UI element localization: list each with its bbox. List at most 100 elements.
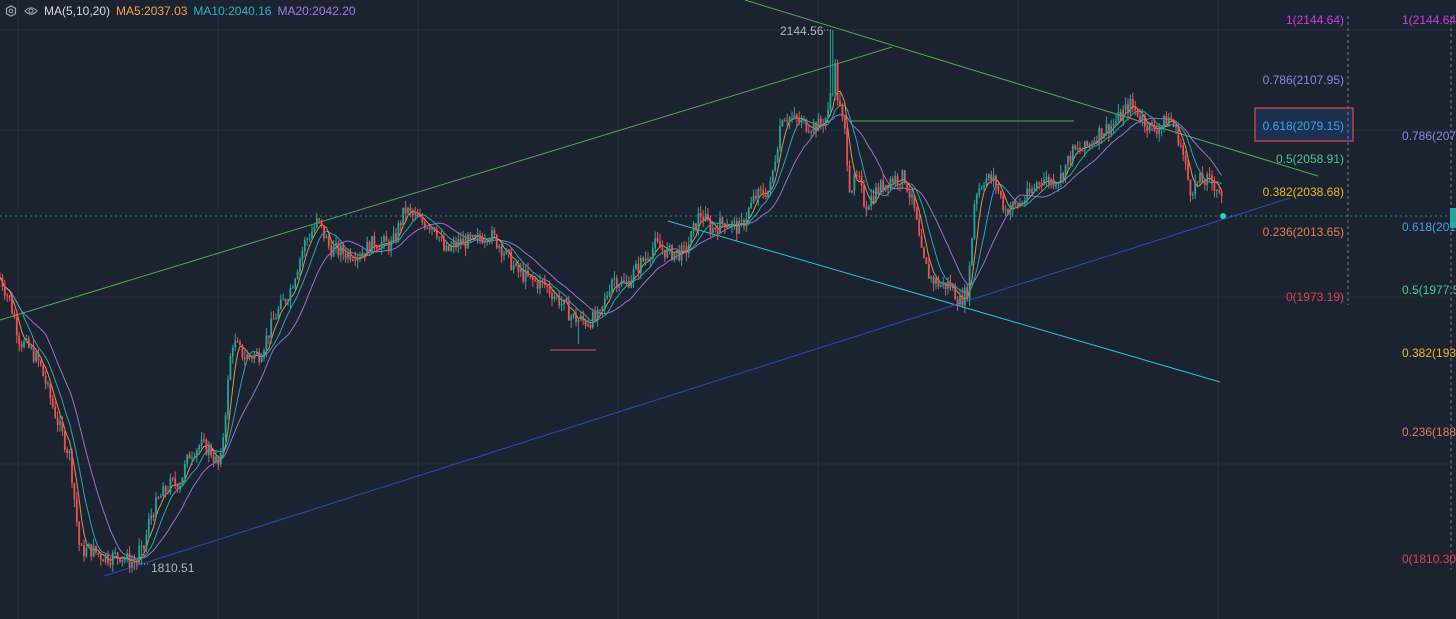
candle bbox=[1199, 171, 1201, 186]
candle bbox=[675, 249, 678, 261]
candle bbox=[416, 208, 419, 217]
candle bbox=[272, 311, 275, 320]
candle bbox=[548, 280, 551, 298]
candle bbox=[361, 246, 364, 259]
candle bbox=[491, 225, 493, 245]
candle bbox=[507, 248, 510, 259]
fib-right-label-3: 0.5(1977.54) bbox=[1402, 283, 1456, 297]
candle bbox=[383, 233, 385, 250]
candle bbox=[102, 558, 105, 562]
candle bbox=[817, 112, 820, 132]
fib-left-label-3: 0.5(2058.91) bbox=[1276, 152, 1344, 166]
candle bbox=[522, 263, 525, 284]
candle bbox=[493, 227, 496, 238]
candle bbox=[450, 241, 453, 253]
candle bbox=[637, 256, 640, 280]
candle bbox=[25, 334, 28, 344]
eye-icon[interactable] bbox=[24, 4, 38, 18]
candle bbox=[992, 167, 995, 188]
candle bbox=[1095, 135, 1098, 145]
candle bbox=[344, 247, 347, 263]
candle bbox=[347, 248, 349, 264]
candle bbox=[923, 246, 925, 259]
fib-highlight-box[interactable] bbox=[1254, 107, 1354, 142]
ma5-line bbox=[0, 90, 1223, 563]
candle bbox=[1074, 144, 1077, 151]
candle bbox=[606, 291, 609, 300]
candle bbox=[1134, 100, 1137, 116]
candle bbox=[1148, 122, 1151, 134]
candle bbox=[351, 255, 354, 262]
candle bbox=[740, 212, 743, 228]
candle bbox=[627, 276, 630, 289]
candle bbox=[308, 233, 311, 243]
candle bbox=[615, 275, 618, 293]
candle bbox=[1045, 170, 1048, 188]
candle bbox=[1093, 136, 1096, 147]
candle bbox=[85, 540, 88, 559]
candle bbox=[1182, 142, 1185, 162]
candle bbox=[865, 200, 868, 217]
candle bbox=[735, 217, 738, 241]
candle bbox=[241, 344, 244, 361]
candle bbox=[1112, 119, 1115, 134]
fib-right-label-1: 0.786(2073.14) bbox=[1402, 129, 1456, 143]
candle bbox=[570, 314, 573, 329]
candle bbox=[155, 492, 157, 519]
candle bbox=[116, 551, 119, 565]
candle bbox=[1062, 171, 1065, 184]
candle bbox=[145, 529, 148, 553]
candle bbox=[6, 293, 9, 303]
candle bbox=[747, 206, 750, 226]
right-price-marker bbox=[1450, 208, 1456, 228]
candle bbox=[927, 256, 930, 279]
candle bbox=[140, 540, 143, 564]
trend-line-cyan[interactable] bbox=[667, 220, 1221, 383]
candle bbox=[457, 231, 460, 253]
candle bbox=[409, 203, 412, 218]
trend-line-falling-green[interactable] bbox=[744, 0, 1319, 177]
candle bbox=[32, 339, 35, 364]
candle bbox=[263, 348, 265, 362]
fib-right-label-6: 0(1810.30) bbox=[1402, 552, 1456, 566]
candle bbox=[879, 178, 882, 195]
candle bbox=[1009, 201, 1012, 221]
candle bbox=[949, 274, 952, 291]
candle bbox=[1079, 141, 1081, 154]
candle bbox=[157, 496, 160, 500]
candle bbox=[104, 553, 107, 565]
candle bbox=[363, 252, 366, 262]
candle bbox=[169, 473, 172, 495]
candle bbox=[404, 200, 407, 222]
candle bbox=[107, 550, 109, 567]
fib-left-label-6: 0(1973.19) bbox=[1286, 290, 1344, 304]
candle bbox=[558, 291, 561, 309]
candle bbox=[399, 220, 402, 233]
candle bbox=[579, 312, 582, 322]
candle bbox=[390, 236, 393, 257]
high-price-label: 2144.56 bbox=[780, 24, 824, 38]
candle bbox=[428, 225, 431, 234]
candle bbox=[66, 446, 69, 459]
candle bbox=[75, 492, 78, 527]
candle bbox=[186, 453, 189, 468]
candle bbox=[565, 298, 568, 303]
trend-line-blue[interactable] bbox=[103, 197, 1291, 577]
candle bbox=[303, 236, 306, 257]
trend-line-upper-green[interactable] bbox=[0, 46, 893, 321]
candle bbox=[685, 241, 688, 262]
candle bbox=[587, 319, 589, 328]
candle bbox=[925, 256, 928, 265]
candle bbox=[1040, 178, 1043, 193]
candle bbox=[848, 160, 851, 194]
candle bbox=[980, 185, 983, 191]
candle bbox=[191, 451, 193, 466]
candle bbox=[92, 539, 95, 558]
candle bbox=[68, 449, 71, 461]
settings-icon[interactable] bbox=[4, 4, 18, 18]
candle bbox=[1052, 174, 1055, 190]
candle bbox=[575, 308, 577, 327]
candle bbox=[639, 255, 642, 280]
candle bbox=[978, 182, 981, 199]
